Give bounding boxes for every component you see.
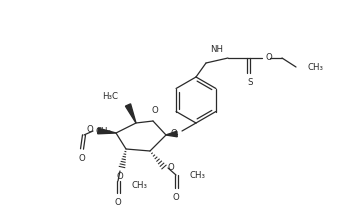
Text: CH₃: CH₃ [96, 126, 112, 135]
Text: O: O [173, 193, 179, 202]
Text: O: O [152, 106, 158, 115]
Text: CH₃: CH₃ [308, 63, 324, 72]
Text: O: O [170, 129, 177, 138]
Text: CH₃: CH₃ [132, 181, 148, 189]
Text: CH₃: CH₃ [190, 170, 206, 180]
Polygon shape [166, 131, 177, 137]
Text: O: O [266, 52, 273, 61]
Text: O: O [114, 198, 121, 207]
Text: NH: NH [211, 45, 223, 54]
Text: O: O [168, 163, 175, 172]
Text: H₃C: H₃C [102, 92, 118, 101]
Polygon shape [125, 104, 136, 123]
Text: O: O [117, 172, 124, 181]
Text: O: O [79, 154, 85, 163]
Polygon shape [98, 128, 116, 134]
Text: O: O [86, 126, 93, 135]
Text: S: S [247, 78, 253, 87]
